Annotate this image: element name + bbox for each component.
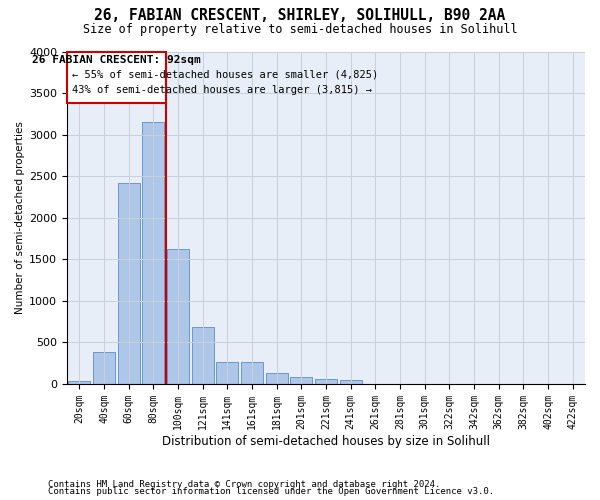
Bar bbox=[241, 362, 263, 384]
Bar bbox=[93, 352, 115, 384]
Bar bbox=[142, 122, 164, 384]
Text: ← 55% of semi-detached houses are smaller (4,825): ← 55% of semi-detached houses are smalle… bbox=[72, 70, 379, 80]
Bar bbox=[191, 328, 214, 384]
Bar bbox=[315, 378, 337, 384]
Bar bbox=[340, 380, 362, 384]
Text: Contains HM Land Registry data © Crown copyright and database right 2024.: Contains HM Land Registry data © Crown c… bbox=[48, 480, 440, 489]
Text: 43% of semi-detached houses are larger (3,815) →: 43% of semi-detached houses are larger (… bbox=[72, 84, 372, 94]
Bar bbox=[216, 362, 238, 384]
Text: Size of property relative to semi-detached houses in Solihull: Size of property relative to semi-detach… bbox=[83, 22, 517, 36]
Bar bbox=[118, 183, 140, 384]
Bar bbox=[266, 373, 288, 384]
Text: Contains public sector information licensed under the Open Government Licence v3: Contains public sector information licen… bbox=[48, 488, 494, 496]
X-axis label: Distribution of semi-detached houses by size in Solihull: Distribution of semi-detached houses by … bbox=[162, 434, 490, 448]
Bar bbox=[290, 378, 313, 384]
FancyBboxPatch shape bbox=[67, 52, 166, 103]
Y-axis label: Number of semi-detached properties: Number of semi-detached properties bbox=[15, 122, 25, 314]
Bar bbox=[68, 381, 91, 384]
Text: 26, FABIAN CRESCENT, SHIRLEY, SOLIHULL, B90 2AA: 26, FABIAN CRESCENT, SHIRLEY, SOLIHULL, … bbox=[94, 8, 506, 22]
Bar bbox=[167, 250, 189, 384]
Text: 26 FABIAN CRESCENT: 92sqm: 26 FABIAN CRESCENT: 92sqm bbox=[32, 55, 201, 65]
